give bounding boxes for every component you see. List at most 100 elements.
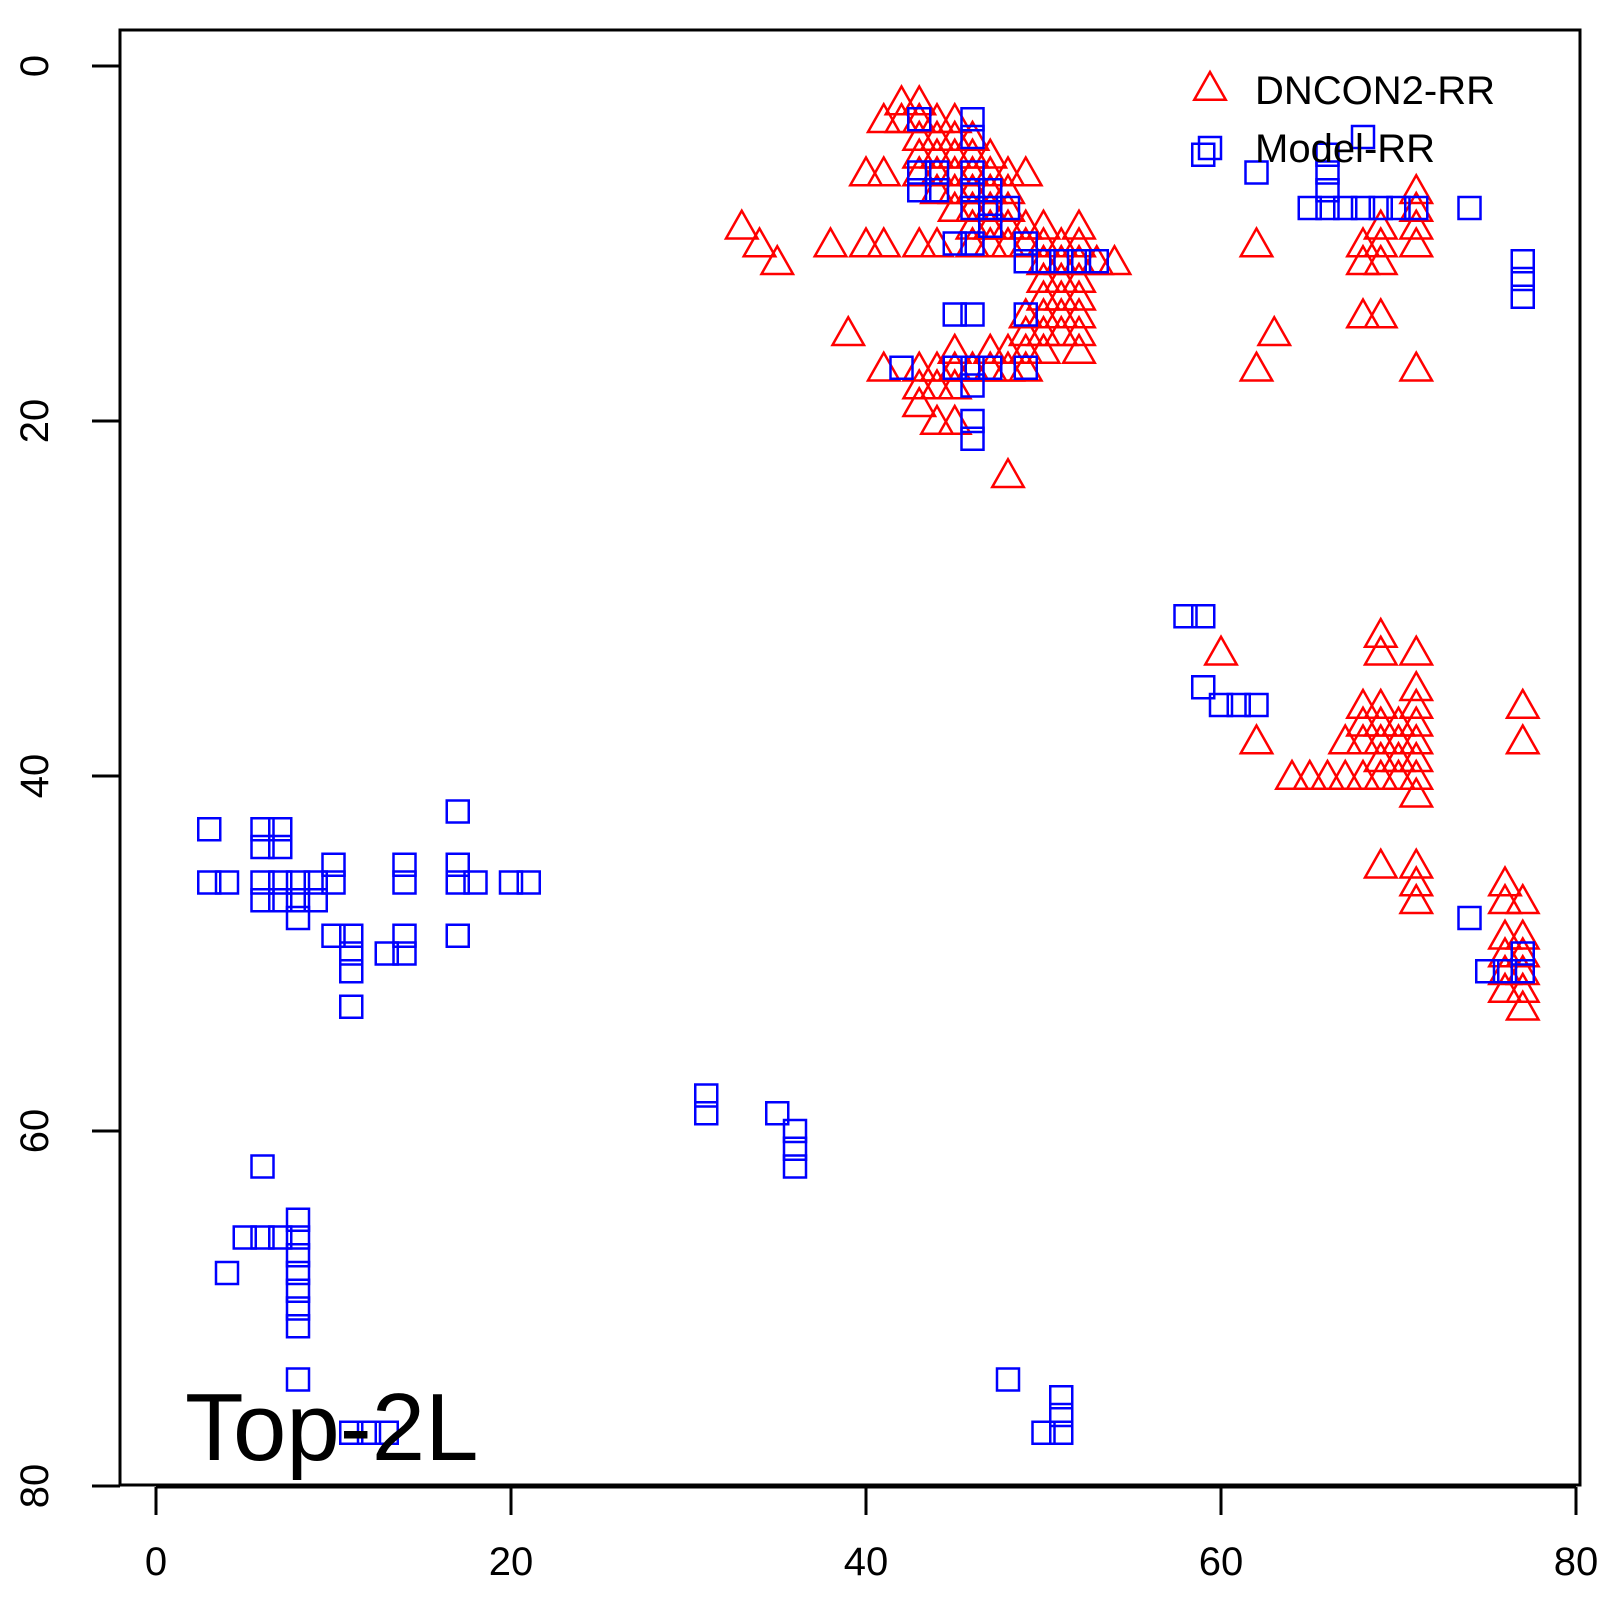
- square-point: [1333, 195, 1358, 221]
- square-point: [1510, 249, 1535, 274]
- triangle-point: [1007, 208, 1044, 240]
- square-point: [960, 231, 985, 256]
- square-point: [445, 870, 470, 895]
- triangle-point: [919, 367, 955, 400]
- triangle-point: [1362, 243, 1399, 276]
- triangle-point: [1362, 616, 1399, 648]
- square-point: [339, 994, 364, 1019]
- square-point: [1031, 1420, 1056, 1445]
- square-point: [339, 941, 364, 966]
- square-point: [907, 107, 932, 132]
- square-point: [960, 426, 985, 451]
- triangle-point: [865, 154, 902, 187]
- square-point: [232, 1225, 257, 1250]
- y-tick-label: 40: [13, 754, 57, 799]
- legend-label: DNCON2-RR: [1255, 69, 1495, 113]
- triangle-point: [1007, 225, 1044, 258]
- triangle-point: [1398, 225, 1435, 258]
- triangle-point: [1362, 208, 1399, 240]
- triangle-point: [990, 456, 1026, 489]
- triangle-point: [1345, 296, 1381, 329]
- square-point: [1191, 142, 1216, 167]
- square-point: [1049, 1385, 1074, 1410]
- square-point: [250, 1154, 275, 1179]
- triangle-point: [759, 243, 796, 276]
- triangle-point: [1043, 225, 1080, 258]
- triangle-point: [1362, 634, 1399, 666]
- triangle-point: [1061, 261, 1097, 293]
- triangle-point: [1345, 758, 1381, 790]
- triangle-point: [972, 208, 1009, 240]
- triangle-point: [990, 154, 1026, 187]
- square-point: [1226, 692, 1251, 718]
- triangle-point: [1398, 758, 1435, 790]
- legend-triangle-icon: [1192, 69, 1228, 101]
- triangle-point: [848, 225, 884, 258]
- square-point: [250, 1225, 275, 1250]
- triangle-point: [1345, 225, 1381, 258]
- square-point: [1510, 266, 1535, 292]
- square-point: [339, 959, 364, 984]
- triangle-point: [1398, 740, 1435, 773]
- triangle-point: [830, 314, 867, 347]
- square-point: [1475, 959, 1500, 984]
- square-point: [285, 1207, 311, 1232]
- square-point: [268, 817, 293, 842]
- square-point: [1510, 959, 1535, 984]
- triangle-point: [1291, 758, 1328, 790]
- square-point: [1510, 941, 1535, 966]
- square-point: [445, 923, 470, 948]
- square-point: [1208, 692, 1234, 718]
- square-point: [339, 923, 364, 948]
- triangle-point: [919, 403, 955, 435]
- square-point: [1013, 302, 1038, 327]
- triangle-point: [1025, 332, 1062, 364]
- square-point: [268, 834, 293, 860]
- series-model-rr: [197, 107, 1535, 1445]
- square-point: [960, 107, 985, 132]
- square-point: [1049, 1420, 1074, 1445]
- triangle-point: [936, 332, 973, 364]
- triangle-point: [1504, 687, 1541, 719]
- triangle-point: [1487, 864, 1523, 897]
- square-point: [1013, 249, 1038, 274]
- square-point: [782, 1118, 808, 1144]
- square-point: [214, 1260, 240, 1286]
- square-point: [516, 870, 541, 895]
- y-tick-label: 80: [13, 1464, 57, 1509]
- triangle-point: [1380, 722, 1417, 755]
- square-point: [995, 1367, 1021, 1392]
- square-point: [303, 870, 328, 895]
- triangle-point: [1487, 882, 1523, 915]
- y-tick-label: 60: [13, 1109, 57, 1154]
- triangle-point: [1061, 314, 1097, 347]
- square-point: [1191, 675, 1216, 700]
- triangle-point: [1398, 687, 1435, 719]
- square-point: [285, 905, 311, 931]
- triangle-point: [1398, 776, 1435, 808]
- square-point: [285, 1225, 311, 1250]
- square-point: [1315, 142, 1340, 167]
- square-point: [285, 1260, 311, 1286]
- triangle-point: [1362, 740, 1399, 773]
- triangle-point: [1380, 758, 1417, 790]
- square-point: [694, 1101, 719, 1126]
- x-tick-label: 60: [1199, 1540, 1244, 1584]
- triangle-point: [1398, 208, 1435, 240]
- square-point: [907, 178, 932, 203]
- triangle-point: [1398, 669, 1435, 702]
- square-point: [1457, 905, 1482, 931]
- y-tick-label: 20: [13, 399, 57, 444]
- triangle-point: [1061, 296, 1097, 329]
- triangle-point: [1362, 225, 1399, 258]
- triangle-point: [1025, 261, 1062, 293]
- x-tick-label: 20: [489, 1540, 534, 1584]
- square-point: [1049, 1402, 1074, 1428]
- triangle-point: [954, 137, 991, 169]
- triangle-point: [954, 154, 991, 187]
- square-point: [392, 870, 417, 895]
- square-point: [285, 888, 311, 913]
- triangle-point: [1256, 314, 1293, 347]
- triangle-point: [1398, 634, 1435, 666]
- square-point: [214, 870, 240, 895]
